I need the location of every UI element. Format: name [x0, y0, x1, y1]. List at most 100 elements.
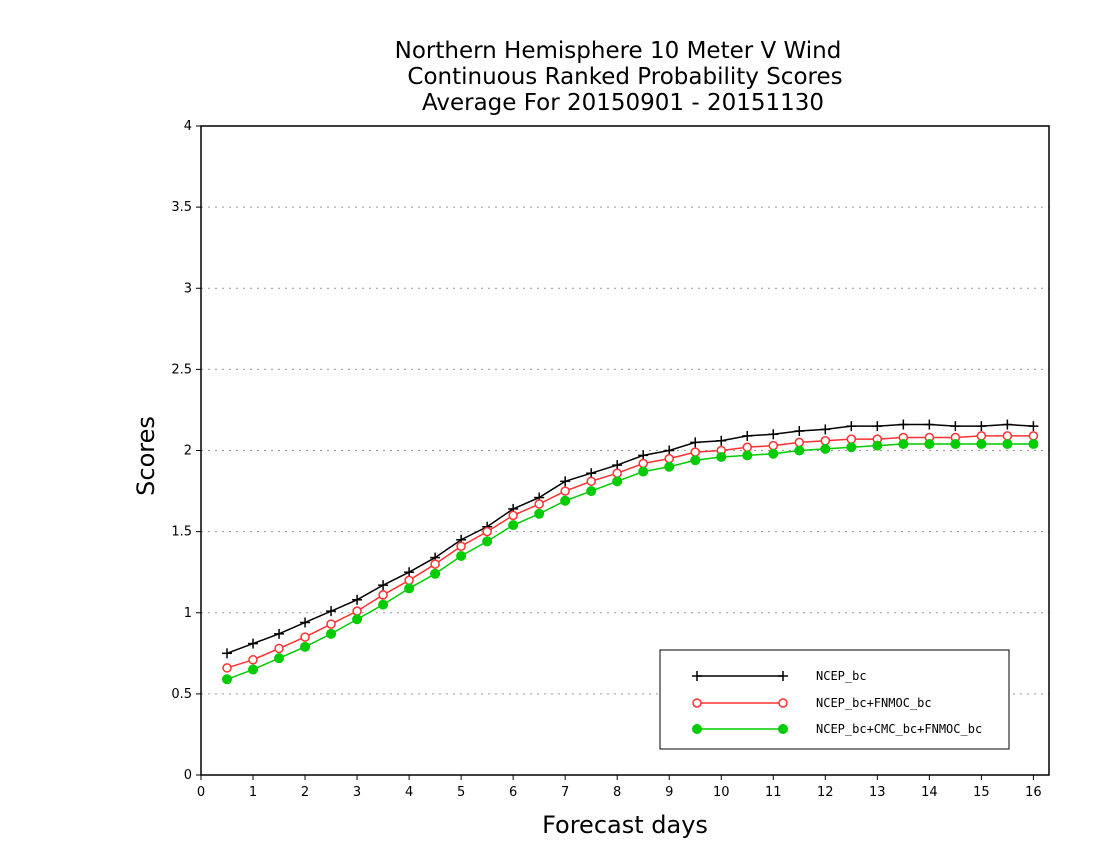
x-tick-label: 7: [561, 785, 569, 800]
data-point: [794, 437, 805, 448]
y-axis: 0 0.5 1 1.5 2 2.5 3 3.5 4: [171, 119, 201, 783]
data-point: [976, 431, 987, 441]
data-point: [534, 508, 545, 519]
data-point: [612, 476, 623, 487]
x-tick-label: 16: [1025, 785, 1042, 800]
data-point: [898, 439, 909, 450]
data-point: [690, 455, 701, 466]
data-point: [612, 460, 623, 471]
title-line-3: Average For 20150901 - 20151130: [422, 90, 824, 116]
title-line-1: Northern Hemisphere 10 Meter V Wind: [395, 38, 842, 64]
data-point: [820, 424, 831, 435]
data-point: [768, 448, 779, 459]
data-point: [820, 436, 831, 446]
data-point: [846, 434, 857, 444]
data-point: [1028, 439, 1039, 450]
legend-label: NCEP_bc+FNMOC_bc: [816, 696, 932, 710]
data-point: [1002, 431, 1013, 441]
x-tick-label: 9: [665, 785, 673, 800]
data-point: [378, 590, 388, 600]
data-point: [1028, 421, 1039, 432]
series-line: [226, 423, 1034, 655]
data-point: [326, 606, 337, 617]
data-point: [692, 724, 702, 734]
y-tick-label: 1.5: [171, 525, 192, 540]
data-point: [560, 495, 571, 506]
data-point: [378, 580, 389, 591]
x-tick-label: 15: [973, 785, 990, 800]
data-point: [976, 421, 987, 432]
data-point: [768, 440, 779, 451]
data-point: [794, 445, 805, 456]
y-axis-label: Scores: [132, 416, 160, 496]
data-point: [404, 567, 415, 578]
data-point: [456, 550, 467, 561]
data-point: [586, 476, 596, 487]
series-line: [226, 435, 1034, 669]
x-axis: 0 1 2 3 4 5 6 7 8 9 10 11 12 13 14 15 16: [197, 775, 1042, 800]
data-point: [924, 419, 935, 430]
data-point: [378, 599, 389, 610]
data-point: [456, 541, 466, 551]
y-tick-label: 1: [184, 606, 192, 621]
data-point: [274, 643, 284, 654]
data-point: [664, 453, 674, 464]
x-tick-label: 1: [249, 785, 257, 800]
series-2: [222, 439, 1039, 685]
data-point: [924, 439, 935, 450]
data-point: [222, 648, 233, 659]
series-0: [222, 419, 1039, 659]
data-point: [690, 437, 701, 448]
data-point: [768, 429, 779, 440]
series-line: [226, 443, 1034, 680]
title-line-2: Continuous Ranked Probability Scores: [407, 64, 842, 90]
data-point: [586, 486, 597, 497]
data-point: [794, 426, 805, 437]
data-point: [300, 617, 311, 628]
data-point: [430, 568, 441, 579]
y-tick-label: 3: [184, 281, 192, 296]
x-tick-label: 6: [509, 785, 517, 800]
data-point: [742, 442, 753, 453]
data-point: [222, 674, 233, 685]
data-point: [716, 435, 727, 446]
data-point: [560, 486, 570, 496]
x-tick-label: 12: [817, 785, 834, 800]
x-axis-label: Forecast days: [542, 811, 708, 839]
data-point: [248, 638, 259, 649]
x-tick-label: 2: [301, 785, 309, 800]
data-point: [300, 632, 310, 642]
y-tick-label: 3.5: [171, 200, 192, 215]
data-point: [222, 663, 232, 673]
x-tick-label: 4: [405, 785, 413, 800]
data-point: [508, 520, 519, 531]
legend-box: [659, 649, 1010, 750]
data-point: [482, 526, 492, 537]
data-point: [716, 451, 727, 462]
data-point: [274, 653, 285, 664]
data-point: [1028, 431, 1039, 441]
data-point: [248, 664, 259, 675]
data-point: [508, 510, 518, 521]
data-point: [248, 655, 258, 665]
y-tick-label: 4: [184, 119, 192, 134]
data-point: [274, 628, 285, 639]
x-tick-label: 10: [713, 785, 730, 800]
data-point: [742, 450, 753, 461]
legend-label: NCEP_bc: [816, 669, 867, 683]
data-point: [976, 439, 987, 450]
data-point: [846, 442, 857, 453]
legend-entry: NCEP_bc+CMC_bc+FNMOC_bc: [692, 722, 982, 736]
data-point: [326, 619, 336, 629]
data-point: [742, 430, 753, 441]
data-point: [692, 671, 702, 681]
x-tick-label: 5: [457, 785, 465, 800]
x-tick-label: 3: [353, 785, 361, 800]
data-point: [482, 536, 493, 547]
data-point: [846, 421, 857, 432]
data-point: [950, 439, 961, 450]
data-point: [612, 468, 622, 478]
y-tick-label: 2: [184, 444, 192, 459]
data-point: [326, 628, 337, 639]
